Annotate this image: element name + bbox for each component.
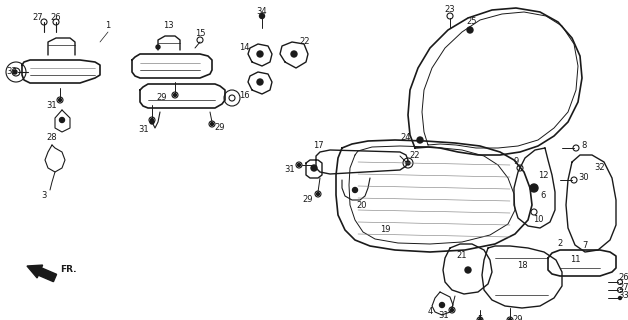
Text: 31: 31 — [139, 125, 149, 134]
Text: 19: 19 — [380, 226, 390, 235]
Text: 29: 29 — [303, 196, 313, 204]
Circle shape — [417, 137, 423, 143]
Text: 31: 31 — [284, 165, 295, 174]
Text: 22: 22 — [300, 37, 310, 46]
Circle shape — [257, 51, 263, 57]
Text: 18: 18 — [517, 260, 528, 269]
Circle shape — [210, 123, 214, 125]
Text: 24: 24 — [401, 133, 411, 142]
Circle shape — [533, 187, 536, 189]
Text: 22: 22 — [409, 150, 420, 159]
Text: 31: 31 — [439, 311, 449, 320]
Text: 29: 29 — [157, 93, 167, 102]
Circle shape — [352, 188, 357, 193]
Circle shape — [619, 297, 622, 300]
Circle shape — [440, 302, 445, 308]
Text: 21: 21 — [457, 251, 467, 260]
Text: 26: 26 — [619, 274, 628, 283]
Circle shape — [465, 267, 471, 273]
Text: 32: 32 — [595, 164, 605, 172]
Text: 28: 28 — [46, 133, 57, 142]
FancyArrow shape — [27, 265, 57, 282]
Circle shape — [530, 184, 538, 192]
Circle shape — [151, 118, 153, 122]
Text: 6: 6 — [540, 190, 546, 199]
Text: FR.: FR. — [60, 266, 76, 275]
Circle shape — [13, 70, 17, 74]
Text: 34: 34 — [257, 7, 268, 17]
Text: 4: 4 — [428, 308, 433, 316]
Circle shape — [298, 164, 301, 166]
Text: 8: 8 — [582, 140, 587, 149]
Text: 11: 11 — [570, 255, 580, 265]
Circle shape — [150, 120, 154, 124]
Text: 26: 26 — [51, 13, 62, 22]
Text: 12: 12 — [538, 171, 548, 180]
Circle shape — [156, 45, 160, 49]
Circle shape — [450, 308, 453, 311]
Text: 33: 33 — [619, 291, 628, 300]
Text: 10: 10 — [533, 215, 543, 225]
Text: 27: 27 — [619, 283, 628, 292]
Circle shape — [259, 13, 264, 19]
Text: 25: 25 — [467, 18, 477, 27]
Text: 5: 5 — [477, 316, 483, 320]
Text: 29: 29 — [215, 124, 225, 132]
Text: 7: 7 — [582, 241, 588, 250]
Text: 1: 1 — [106, 20, 111, 29]
Text: 9: 9 — [513, 157, 519, 166]
Text: 33: 33 — [7, 68, 18, 76]
Text: 31: 31 — [46, 100, 57, 109]
Circle shape — [479, 318, 482, 320]
Circle shape — [406, 161, 410, 165]
Text: 13: 13 — [163, 20, 173, 29]
Text: 14: 14 — [239, 44, 249, 52]
Circle shape — [311, 165, 317, 171]
Text: 2: 2 — [558, 239, 563, 249]
Circle shape — [509, 318, 511, 320]
Circle shape — [467, 27, 473, 33]
Text: 27: 27 — [33, 13, 43, 22]
Circle shape — [291, 51, 297, 57]
Text: 23: 23 — [445, 5, 455, 14]
Circle shape — [12, 68, 20, 76]
Text: 20: 20 — [357, 201, 367, 210]
Circle shape — [58, 99, 62, 101]
Text: 3: 3 — [41, 190, 46, 199]
Text: 17: 17 — [313, 140, 323, 149]
Circle shape — [317, 193, 320, 196]
Text: 15: 15 — [195, 29, 205, 38]
Text: 30: 30 — [578, 173, 589, 182]
Circle shape — [173, 93, 176, 97]
Text: 29: 29 — [512, 316, 523, 320]
Text: 16: 16 — [239, 91, 249, 100]
Circle shape — [60, 117, 65, 123]
Circle shape — [257, 79, 263, 85]
